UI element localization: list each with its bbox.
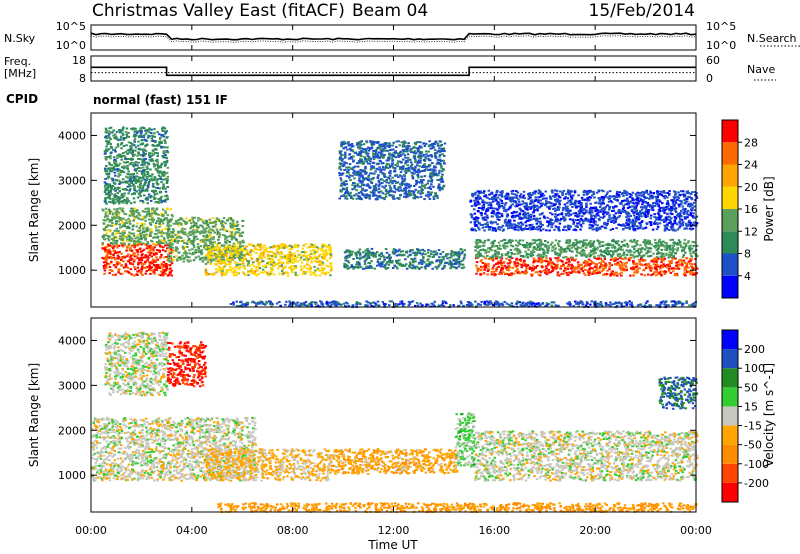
colorbar-tick-label: -15 bbox=[744, 420, 762, 433]
colorbar-segment bbox=[722, 387, 738, 407]
colorbar-segment bbox=[722, 120, 738, 143]
heatmap-region bbox=[338, 140, 447, 201]
frequency-line bbox=[91, 66, 696, 77]
nsky-line bbox=[90, 32, 697, 41]
power-ytick-label: 1000 bbox=[58, 264, 86, 277]
colorbar-segment bbox=[722, 444, 738, 464]
colorbar-segment bbox=[722, 231, 738, 254]
colorbar-tick-label: 12 bbox=[744, 225, 758, 238]
plot-title: Christmas Valley East (fitACF) bbox=[92, 1, 345, 21]
colorbar-segment bbox=[722, 463, 738, 483]
power-ytick-label: 4000 bbox=[58, 129, 86, 142]
velocity-ytick-label: 3000 bbox=[58, 379, 86, 392]
x-tick-label: 04:00 bbox=[176, 524, 208, 537]
colorbar-tick-label: -50 bbox=[744, 439, 762, 452]
x-tick-label: 00:00 bbox=[680, 524, 712, 537]
power-colorbar-label: Power [dB] bbox=[762, 176, 776, 241]
colorbar-tick-label: 4 bbox=[744, 270, 751, 283]
velocity-data bbox=[91, 331, 699, 514]
freq-label: Freq. bbox=[4, 55, 31, 68]
heatmap-region bbox=[343, 247, 467, 270]
power-panel: 1000 2000 3000 4000 Slant Range [km] bbox=[27, 112, 699, 309]
colorbar-segment bbox=[722, 253, 738, 276]
heatmap-region bbox=[101, 207, 174, 246]
colorbar-segment bbox=[722, 275, 738, 298]
nsearch-line bbox=[90, 35, 697, 43]
colorbar-tick-label: 16 bbox=[744, 203, 758, 216]
colorbar-tick-label: 200 bbox=[744, 343, 765, 356]
x-tick-label: 00:00 bbox=[75, 524, 107, 537]
nave-label: Nave bbox=[747, 63, 775, 76]
date-label: 15/Feb/2014 bbox=[589, 1, 695, 21]
colorbar-segment bbox=[722, 142, 738, 165]
colorbar-tick-label: -200 bbox=[744, 477, 769, 490]
nsky-label: N.Sky bbox=[4, 32, 36, 45]
noise-right-tick-top: 10^5 bbox=[706, 20, 736, 33]
nave-right-tick-top: 60 bbox=[706, 54, 720, 67]
heatmap-region bbox=[469, 189, 699, 232]
heatmap-region bbox=[330, 448, 459, 475]
cpid-label: CPID bbox=[6, 92, 38, 106]
x-tick-label: 20:00 bbox=[579, 524, 611, 537]
heatmap-region bbox=[454, 412, 477, 468]
colorbar-segment bbox=[722, 425, 738, 445]
frequency-panel: Freq. [MHz] 18 8 60 0 Nave bbox=[4, 54, 776, 85]
velocity-ylabel: Slant Range [km] bbox=[27, 363, 41, 467]
heatmap-region bbox=[474, 238, 699, 259]
x-axis: 00:00 04:00 08:00 12:00 16:00 20:00 00:00 bbox=[75, 25, 712, 537]
colorbar-segment bbox=[722, 349, 738, 369]
heatmap-region bbox=[103, 126, 170, 205]
freq-left-tick-top: 18 bbox=[72, 54, 86, 67]
noise-left-tick-bottom: 10^0 bbox=[56, 39, 86, 52]
colorbar-segment bbox=[722, 209, 738, 232]
velocity-ytick-label: 2000 bbox=[58, 424, 86, 437]
colorbar-segment bbox=[722, 164, 738, 187]
colorbar-tick-label: -100 bbox=[744, 458, 769, 471]
heatmap-region bbox=[474, 430, 699, 482]
heatmap-region bbox=[204, 448, 333, 482]
velocity-ytick-label: 1000 bbox=[58, 469, 86, 482]
x-tick-label: 08:00 bbox=[277, 524, 309, 537]
colorbar-tick-label: 28 bbox=[744, 136, 758, 149]
heatmap-region bbox=[658, 376, 699, 410]
power-ytick-label: 3000 bbox=[58, 174, 86, 187]
colorbar-tick-label: 20 bbox=[744, 181, 758, 194]
nsearch-label: N.Search bbox=[747, 32, 797, 45]
colorbar-segment bbox=[722, 186, 738, 209]
heatmap-region bbox=[204, 243, 333, 277]
beam-label: Beam 04 bbox=[352, 1, 428, 21]
power-ylabel: Slant Range [km] bbox=[27, 158, 41, 262]
colorbar-tick-label: 24 bbox=[744, 159, 758, 172]
power-ytick-label: 2000 bbox=[58, 219, 86, 232]
colorbar-tick-label: 50 bbox=[744, 381, 758, 394]
velocity-colorbar-label: Velocity [m s^-1] bbox=[762, 363, 776, 467]
heatmap-region bbox=[475, 256, 699, 277]
colorbar-segment bbox=[722, 368, 738, 388]
noise-left-tick-top: 10^5 bbox=[56, 20, 86, 33]
velocity-panel: 1000 2000 3000 4000 Slant Range [km] bbox=[27, 317, 699, 514]
heatmap-region bbox=[103, 331, 170, 397]
x-tick-label: 12:00 bbox=[378, 524, 410, 537]
heatmap-region bbox=[166, 341, 207, 388]
colorbar-segment bbox=[722, 482, 738, 502]
heatmap-region bbox=[217, 502, 698, 514]
cpid-program: normal (fast) 151 IF bbox=[93, 93, 228, 107]
x-tick-label: 16:00 bbox=[478, 524, 510, 537]
power-colorbar: 4 8 12 16 20 24 28 Power [dB] bbox=[721, 119, 776, 299]
noise-panel: N.Sky 10^5 10^0 10^5 10^0 N.Search bbox=[4, 20, 800, 52]
velocity-ytick-label: 4000 bbox=[58, 334, 86, 347]
colorbar-tick-label: 15 bbox=[744, 400, 758, 413]
freq-unit-label: [MHz] bbox=[4, 67, 36, 80]
power-data bbox=[101, 126, 699, 309]
freq-left-tick-bottom: 8 bbox=[79, 72, 86, 85]
nave-right-tick-bottom: 0 bbox=[706, 72, 713, 85]
noise-right-tick-bottom: 10^0 bbox=[706, 39, 736, 52]
colorbar-segment bbox=[722, 406, 738, 426]
colorbar-segment bbox=[722, 330, 738, 350]
colorbar-tick-label: 8 bbox=[744, 248, 751, 261]
velocity-colorbar: 200 100 50 15 -15 -50 -100 -200 Velocity [m s^-… bbox=[721, 329, 776, 503]
x-axis-label: Time UT bbox=[367, 538, 418, 552]
colorbar-tick-label: 100 bbox=[744, 362, 765, 375]
